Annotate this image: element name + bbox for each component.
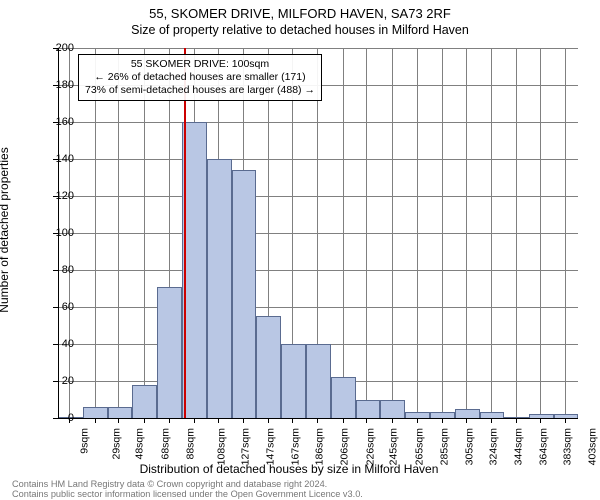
- grid-vertical: [118, 48, 119, 418]
- histogram-bar: [306, 344, 331, 418]
- property-marker-line: [184, 48, 186, 418]
- annotation-line-1: 55 SKOMER DRIVE: 100sqm: [85, 58, 315, 71]
- histogram-bar: [356, 400, 381, 419]
- grid-vertical: [466, 48, 467, 418]
- y-tick-label: 60: [42, 301, 74, 313]
- x-tick-label: 88sqm: [184, 428, 196, 460]
- y-tick-label: 180: [42, 79, 74, 91]
- footer-credits: Contains HM Land Registry data © Crown c…: [12, 479, 363, 500]
- grid-vertical: [417, 48, 418, 418]
- x-tick-label: 9sqm: [79, 428, 91, 454]
- x-tick-label: 29sqm: [110, 428, 122, 460]
- chart-title: 55, SKOMER DRIVE, MILFORD HAVEN, SA73 2R…: [0, 0, 600, 21]
- y-tick-label: 140: [42, 153, 74, 165]
- y-axis-label: Number of detached properties: [0, 147, 11, 312]
- footer-line-1: Contains HM Land Registry data © Crown c…: [12, 479, 363, 490]
- histogram-bar: [132, 385, 157, 418]
- grid-vertical: [516, 48, 517, 418]
- x-tick-label: 186sqm: [314, 428, 326, 465]
- x-tick-label: 324sqm: [487, 428, 499, 465]
- histogram-bar: [108, 407, 133, 418]
- x-tick-label: 48sqm: [134, 428, 146, 460]
- x-tick-label: 108sqm: [215, 428, 227, 465]
- x-tick-label: 68sqm: [159, 428, 171, 460]
- grid-vertical: [144, 48, 145, 418]
- grid-vertical: [540, 48, 541, 418]
- y-tick-label: 120: [42, 190, 74, 202]
- histogram-bar: [83, 407, 108, 418]
- x-tick-label: 364sqm: [538, 428, 550, 465]
- grid-vertical: [392, 48, 393, 418]
- x-tick-label: 403sqm: [587, 428, 599, 465]
- plot-area: 9sqm29sqm48sqm68sqm88sqm108sqm127sqm147s…: [58, 48, 578, 418]
- chart-subtitle: Size of property relative to detached ho…: [0, 21, 600, 37]
- footer-line-2: Contains public sector information licen…: [12, 489, 363, 500]
- x-tick-label: 226sqm: [364, 428, 376, 465]
- grid-vertical: [565, 48, 566, 418]
- grid-vertical: [95, 48, 96, 418]
- histogram-bar: [256, 316, 281, 418]
- x-tick-label: 265sqm: [413, 428, 425, 465]
- x-axis-label: Distribution of detached houses by size …: [0, 462, 520, 476]
- grid-vertical: [343, 48, 344, 418]
- histogram-bar: [455, 409, 480, 418]
- x-tick-label: 167sqm: [290, 428, 302, 465]
- y-tick-label: 200: [42, 42, 74, 54]
- annotation-box: 55 SKOMER DRIVE: 100sqm← 26% of detached…: [78, 54, 322, 101]
- y-tick-label: 0: [42, 412, 74, 424]
- histogram-bar: [331, 377, 356, 418]
- x-tick-label: 147sqm: [264, 428, 276, 465]
- x-tick-label: 206sqm: [339, 428, 351, 465]
- x-tick-label: 245sqm: [388, 428, 400, 465]
- x-tick-label: 305sqm: [463, 428, 475, 465]
- histogram-bar: [232, 170, 257, 418]
- grid-vertical: [442, 48, 443, 418]
- x-tick-label: 285sqm: [438, 428, 450, 465]
- x-tick-label: 383sqm: [562, 428, 574, 465]
- y-tick-label: 100: [42, 227, 74, 239]
- histogram-bar: [207, 159, 232, 418]
- grid-vertical: [366, 48, 367, 418]
- histogram-bar: [281, 344, 306, 418]
- x-axis: [58, 418, 578, 419]
- y-tick-label: 80: [42, 264, 74, 276]
- histogram-bar: [380, 400, 405, 419]
- y-tick-label: 20: [42, 375, 74, 387]
- grid-vertical: [491, 48, 492, 418]
- y-tick-label: 160: [42, 116, 74, 128]
- x-tick-label: 127sqm: [239, 428, 251, 465]
- histogram-bar: [157, 287, 182, 418]
- annotation-line-2: ← 26% of detached houses are smaller (17…: [85, 71, 315, 84]
- y-tick-label: 40: [42, 338, 74, 350]
- chart-container: 55, SKOMER DRIVE, MILFORD HAVEN, SA73 2R…: [0, 0, 600, 500]
- x-tick-label: 344sqm: [512, 428, 524, 465]
- annotation-line-3: 73% of semi-detached houses are larger (…: [85, 84, 315, 97]
